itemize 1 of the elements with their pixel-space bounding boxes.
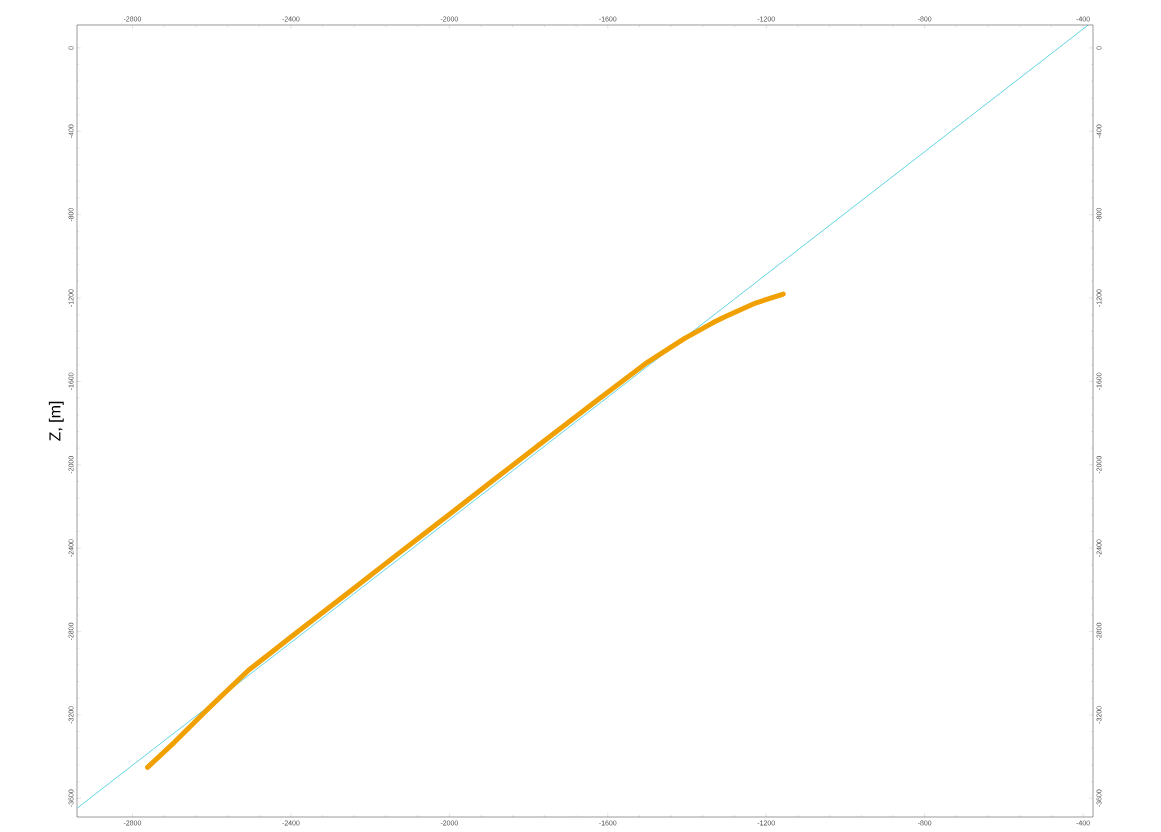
y-axis-title: Z, [m] — [48, 401, 64, 441]
